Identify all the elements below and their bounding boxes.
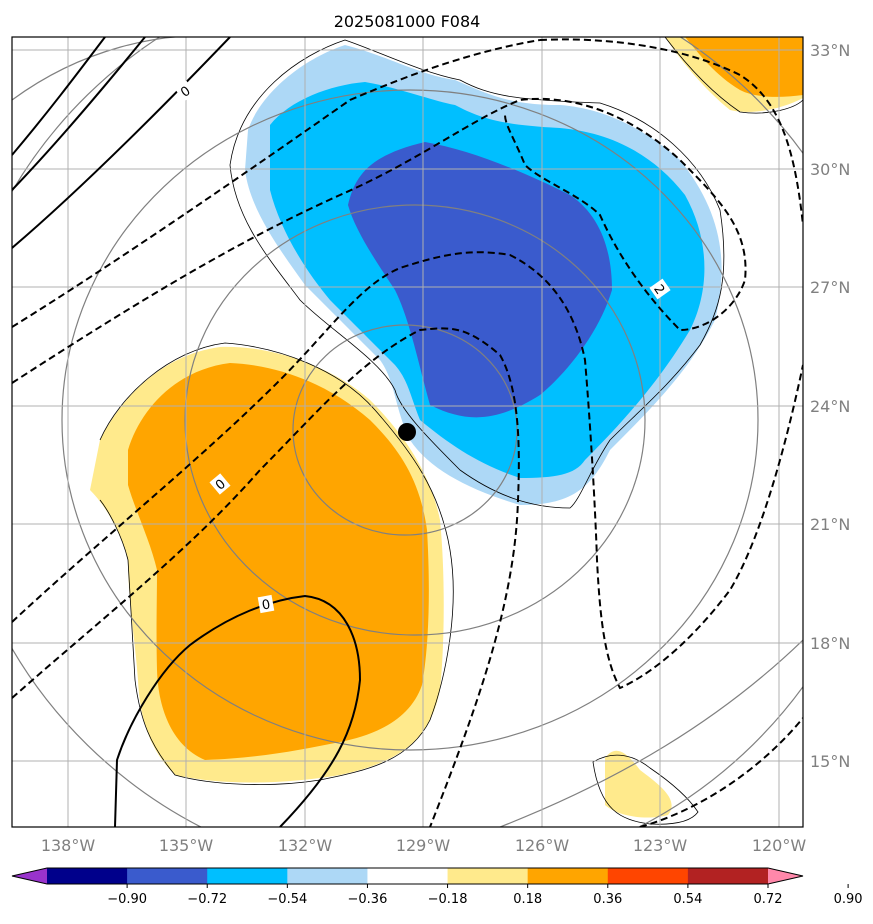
colorbar-tick-label: 0.36	[593, 892, 622, 907]
map-title: 2025081000 F084	[334, 12, 481, 31]
storm-center-marker	[398, 423, 416, 441]
colorbar-segment	[527, 868, 609, 884]
shade-royal-blue	[348, 142, 612, 418]
colorbar-outline	[11, 867, 804, 885]
gray-contours	[12, 37, 803, 827]
lat-label: 24°N	[810, 397, 850, 416]
lon-label: 129°W	[396, 836, 451, 855]
lon-label: 123°W	[633, 836, 688, 855]
shade-yellow-south	[605, 750, 672, 818]
lon-label: 135°W	[159, 836, 214, 855]
colorbar-tick-label: 0.18	[513, 892, 542, 907]
colorbar-segment	[207, 868, 288, 884]
lon-labels: 138°W 135°W 132°W 129°W 126°W 123°W 120°…	[41, 836, 807, 855]
lon-label: 132°W	[278, 836, 333, 855]
colorbar-tick-label: −0.90	[107, 892, 147, 907]
colorbar-segment	[367, 868, 449, 884]
lat-label: 21°N	[810, 515, 850, 534]
shade-orange-ne	[685, 37, 803, 97]
lat-label: 33°N	[810, 41, 850, 60]
map-panel: 0 0 0 2	[12, 37, 803, 827]
map-frame	[11, 36, 804, 828]
colorbar-segment	[47, 868, 128, 884]
graticule	[12, 37, 803, 827]
colorbar-segment	[447, 868, 529, 884]
solid-contours	[12, 37, 362, 827]
contour-label: 0	[261, 597, 272, 613]
colorbar-tick-label: 0.90	[834, 892, 863, 907]
lon-label: 120°W	[752, 836, 807, 855]
shade-orange	[128, 363, 429, 760]
colorbar-segment	[287, 868, 368, 884]
lon-label: 138°W	[41, 836, 96, 855]
colorbar-extend-min	[12, 868, 47, 884]
colorbar: −0.90 −0.72 −0.54 −0.36 −0.18 0.18 0.36 0.54 0.7…	[11, 867, 863, 907]
lon-label: 126°W	[515, 836, 570, 855]
colorbar-segment	[607, 868, 689, 884]
lat-labels: 33°N 30°N 27°N 24°N 21°N 18°N 15°N	[810, 41, 850, 771]
colorbar-tick-label: 0.72	[754, 892, 783, 907]
colorbar-tick-label: −0.54	[267, 892, 307, 907]
contour-labels: 0 0 0 2	[174, 80, 671, 614]
colorbar-tick-label: 0.54	[673, 892, 702, 907]
lat-label: 30°N	[810, 160, 850, 179]
lat-label: 15°N	[810, 752, 850, 771]
colorbar-segment	[127, 868, 208, 884]
dashed-contours	[12, 38, 803, 827]
colorbar-extend-max	[768, 868, 803, 884]
colorbar-tick-label: −0.18	[428, 892, 468, 907]
thin-contours	[99, 37, 803, 825]
colorbar-segment	[687, 868, 769, 884]
lat-label: 18°N	[810, 634, 850, 653]
colorbar-tick-label: −0.36	[348, 892, 388, 907]
lat-label: 27°N	[810, 278, 850, 297]
colorbar-tick-label: −0.72	[187, 892, 227, 907]
